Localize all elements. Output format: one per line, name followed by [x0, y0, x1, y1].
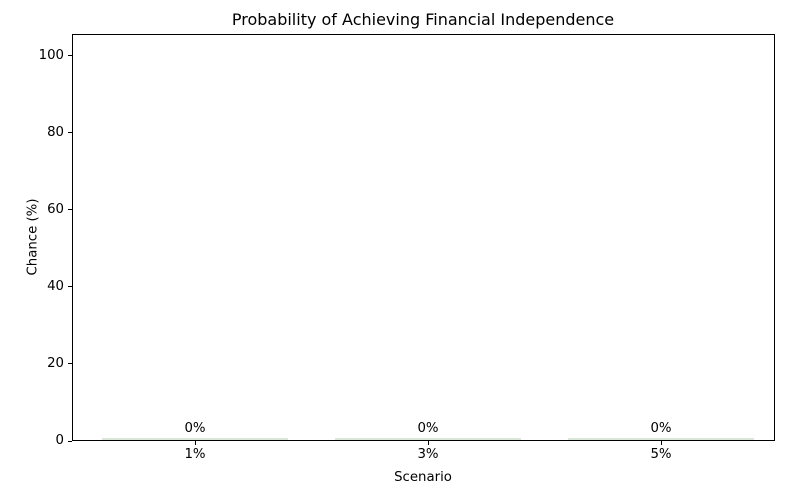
- y-tick-label: 0: [55, 433, 64, 448]
- bar: [102, 438, 288, 440]
- y-tick-mark: [68, 363, 72, 365]
- y-tick-mark: [68, 440, 72, 442]
- chart-title: Probability of Achieving Financial Indep…: [231, 10, 615, 29]
- y-tick-label: 40: [47, 278, 64, 294]
- y-tick-label: 80: [47, 124, 64, 140]
- y-tick-label: 60: [47, 201, 64, 217]
- y-tick-mark: [68, 132, 72, 134]
- x-tick-mark: [660, 441, 662, 445]
- bar-value-label: 0%: [650, 421, 672, 436]
- x-axis-label: Scenario: [394, 470, 452, 485]
- bar-value-label: 0%: [184, 421, 206, 436]
- y-tick-mark: [68, 55, 72, 57]
- y-tick-label: 100: [38, 47, 64, 63]
- y-tick-mark: [68, 209, 72, 211]
- bar-value-label: 0%: [417, 421, 439, 436]
- x-tick-label: 1%: [184, 447, 206, 462]
- x-tick-mark: [194, 441, 196, 445]
- bar: [335, 438, 521, 440]
- y-tick-label: 20: [47, 355, 64, 371]
- bar: [568, 438, 754, 440]
- x-tick-label: 3%: [417, 447, 439, 462]
- x-tick-label: 5%: [650, 447, 672, 462]
- x-tick-mark: [427, 441, 429, 445]
- y-tick-mark: [68, 286, 72, 288]
- plot-area: [72, 34, 775, 441]
